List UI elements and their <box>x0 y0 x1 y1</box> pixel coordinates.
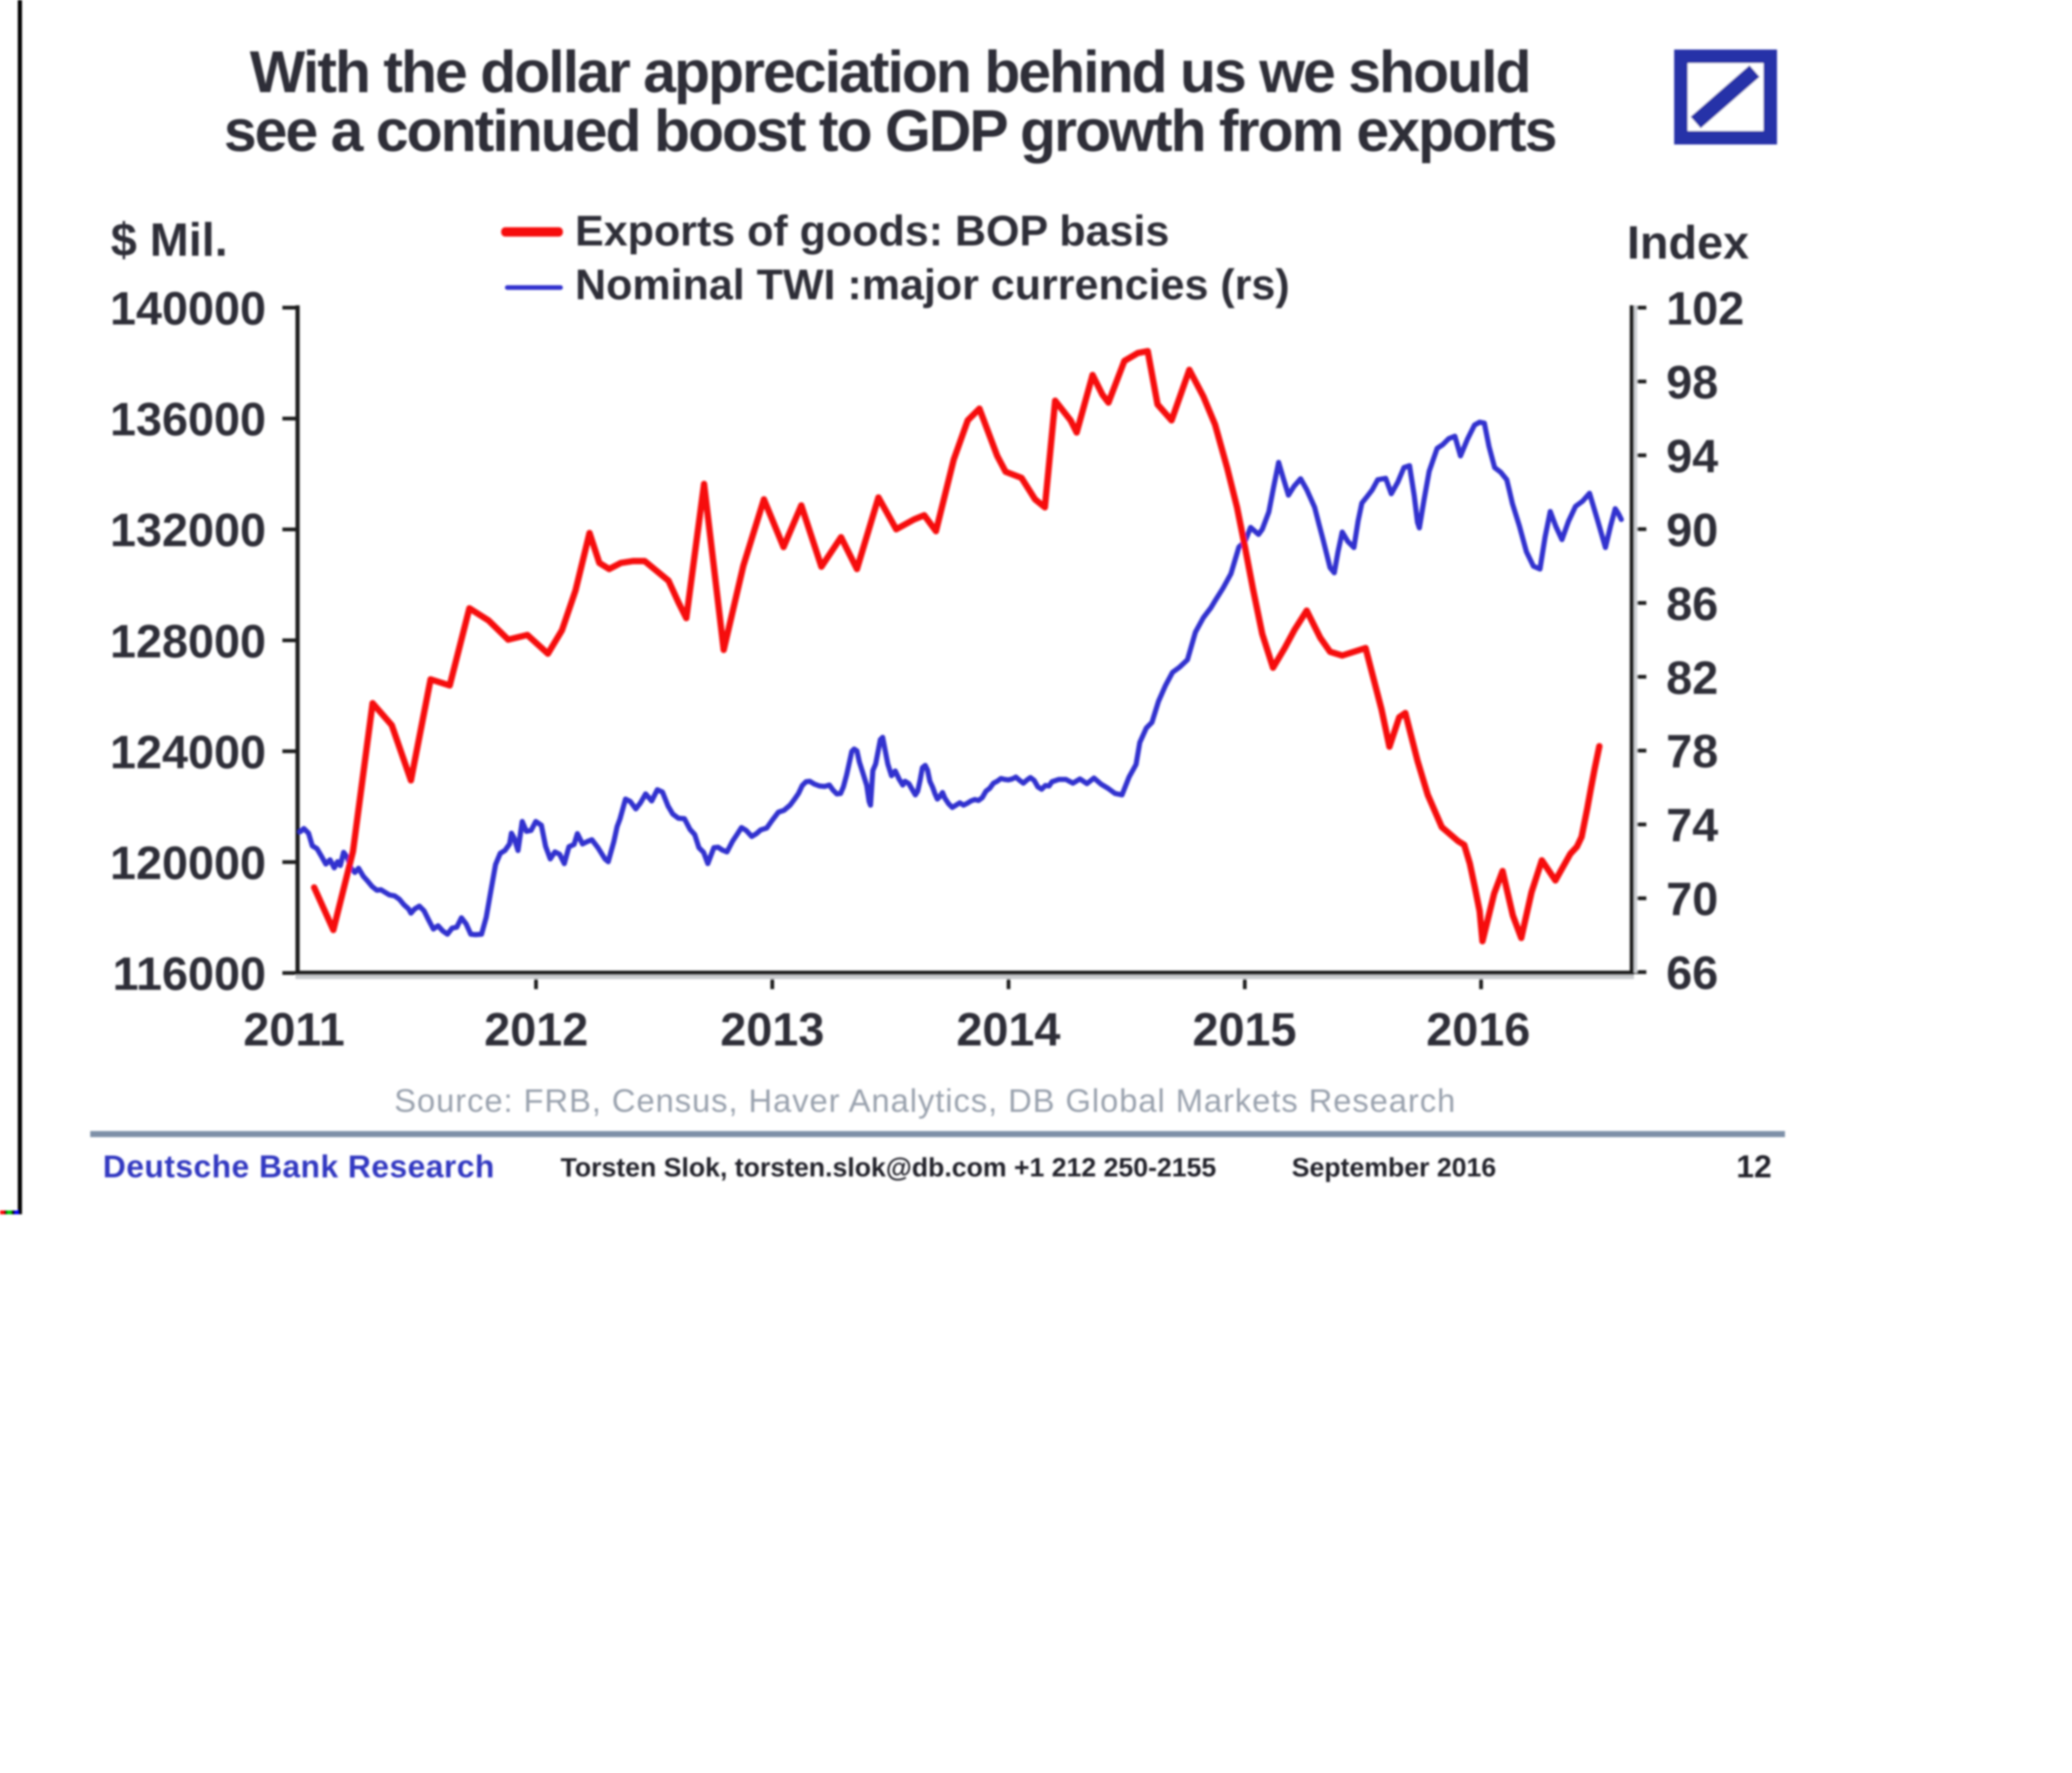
svg-text:90: 90 <box>1666 504 1718 556</box>
svg-text:94: 94 <box>1666 430 1719 483</box>
svg-text:128000: 128000 <box>110 615 266 668</box>
svg-text:66: 66 <box>1666 947 1718 999</box>
svg-text:82: 82 <box>1666 652 1718 704</box>
svg-text:Exports of goods: BOP basis: Exports of goods: BOP basis <box>575 207 1169 255</box>
svg-text:70: 70 <box>1666 873 1718 925</box>
svg-text:132000: 132000 <box>110 504 266 556</box>
svg-text:2013: 2013 <box>720 1003 824 1056</box>
svg-text:Nominal TWI :major currencies: Nominal TWI :major currencies (rs) <box>575 261 1290 309</box>
svg-text:12: 12 <box>1736 1149 1772 1184</box>
svg-text:$ Mil.: $ Mil. <box>111 214 228 266</box>
svg-text:Torsten Slok, torsten.slok@db.: Torsten Slok, torsten.slok@db.com +1 212… <box>561 1153 1216 1182</box>
svg-text:136000: 136000 <box>110 393 266 446</box>
svg-text:With the dollar appreciation b: With the dollar appreciation behind us w… <box>250 39 1529 105</box>
svg-text:2014: 2014 <box>957 1003 1061 1056</box>
svg-text:124000: 124000 <box>110 726 266 778</box>
svg-text:2012: 2012 <box>484 1003 588 1056</box>
svg-text:102: 102 <box>1666 282 1744 335</box>
svg-text:September 2016: September 2016 <box>1292 1153 1496 1182</box>
svg-text:2015: 2015 <box>1193 1003 1296 1056</box>
svg-text:see a continued boost to GDP g: see a continued boost to GDP growth from… <box>224 98 1555 164</box>
svg-text:74: 74 <box>1666 799 1719 851</box>
svg-text:78: 78 <box>1666 725 1718 778</box>
svg-text:2016: 2016 <box>1426 1003 1530 1056</box>
svg-text:2011: 2011 <box>244 1003 345 1056</box>
svg-text:Deutsche Bank Research: Deutsche Bank Research <box>103 1149 495 1184</box>
svg-text:120000: 120000 <box>110 837 266 889</box>
svg-text:116000: 116000 <box>113 948 266 1000</box>
svg-text:Source: FRB, Census, Haver Ana: Source: FRB, Census, Haver Analytics, DB… <box>394 1082 1456 1119</box>
svg-text:140000: 140000 <box>110 282 266 335</box>
svg-text:86: 86 <box>1666 578 1718 630</box>
svg-text:Index: Index <box>1627 216 1749 269</box>
svg-text:98: 98 <box>1666 356 1718 409</box>
